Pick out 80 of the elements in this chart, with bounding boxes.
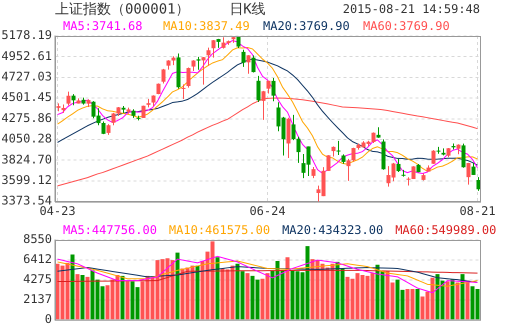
candlestick [296,136,300,164]
candlestick [396,158,400,173]
bar [446,282,450,320]
y-tick-label: 4275 [23,272,52,286]
bar [450,280,454,320]
bar [86,276,90,320]
bar [216,257,220,320]
bar [76,274,80,320]
x-tick-label: 06-24 [249,204,286,218]
text: MA10:461575.00 [168,223,270,238]
chart-title: 上证指数（000001） [55,2,190,18]
bar [246,273,250,320]
text: MA60:549989.00 [395,223,496,238]
x-tick-label: 08-21 [459,204,496,218]
candlestick [376,126,380,138]
candlestick [342,154,346,164]
candlestick [462,143,466,168]
bar [176,252,180,320]
candlestick [252,54,256,74]
candlestick [112,112,116,126]
candlestick [256,75,260,102]
y-tick-label: 4727.03 [1,70,52,84]
y-tick-label: 3599.12 [1,173,52,188]
series-label: MA10:3837.49 [163,19,250,34]
y-tick-label: 4050.28 [1,132,52,146]
candlestick [246,54,250,74]
candlestick [292,114,296,141]
candlestick [206,47,210,66]
y-tick-label: 0 [44,312,52,326]
x-tick-label: 04-23 [39,204,76,218]
bar [416,289,420,320]
y-tick-label: 2137 [23,292,52,306]
bar [70,254,74,320]
candlestick [202,56,206,86]
text: MA20:3769.90 [263,19,350,34]
candlestick [192,60,196,72]
bar [460,274,464,320]
bar [196,266,200,320]
series-label: MA5:447756.00 [63,223,157,238]
candlestick [476,176,480,192]
chart-subtitle: 日K线 [229,2,266,18]
candlestick [352,147,356,162]
text: 2015-08-21 14:59:48 [342,2,480,16]
bar [126,282,130,320]
text: MA5:3741.68 [63,19,142,34]
candlestick [326,154,330,172]
candlestick [312,166,316,179]
candlestick [186,66,190,88]
candlestick [212,39,216,58]
text: MA60:3769.90 [363,19,450,34]
candlestick [142,105,146,118]
text: MA20:434323.00 [282,223,384,238]
candlestick [162,68,166,84]
candlestick [432,150,436,165]
candlestick [242,49,246,68]
candlestick [336,140,340,156]
candlestick [166,60,170,70]
bar [120,276,124,320]
candlestick [466,162,470,186]
bar [456,282,460,320]
y-tick-label: 4275.86 [1,110,52,125]
candlestick [332,146,336,157]
candlestick [182,84,186,100]
candlestick [72,94,76,106]
bar [80,275,84,320]
y-tick-label: 4952.61 [1,48,52,63]
candlestick [66,91,70,106]
candlestick [472,162,476,176]
candlestick [266,80,270,94]
y-tick-label: 5178.19 [1,28,52,42]
candlestick [102,121,106,135]
y-tick-label: 6412 [23,252,52,266]
candlestick [272,77,276,102]
y-tick-label: 3824.70 [1,152,52,166]
bar [286,257,290,320]
y-tick-label: 4501.45 [1,90,52,104]
candlestick [106,124,110,136]
candlestick [346,158,350,182]
bar [466,280,470,320]
y-tick-label: 8550 [23,232,52,246]
